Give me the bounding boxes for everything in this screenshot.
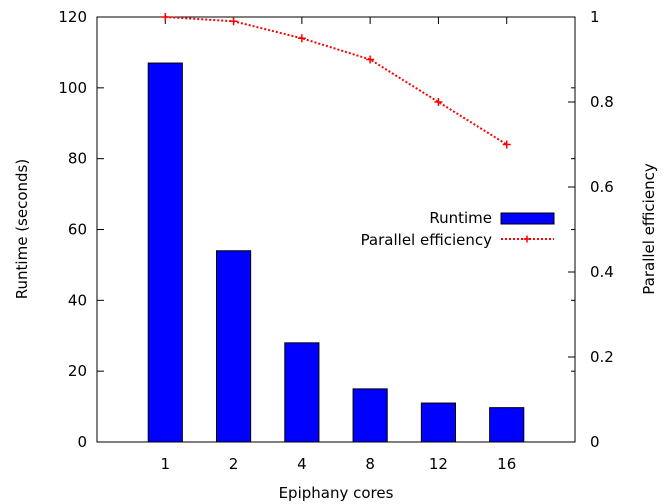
- legend-label-efficiency: Parallel efficiency: [361, 231, 493, 249]
- y-tick-label: 60: [68, 221, 87, 239]
- bars-layer: [147, 62, 525, 443]
- x-tick-label: 8: [365, 455, 375, 473]
- efficiency-point: [161, 13, 170, 21]
- runtime-bar: [284, 342, 320, 443]
- efficiency-point: [297, 34, 306, 43]
- x-tick-label: 2: [229, 455, 239, 473]
- y-tick-label: 120: [58, 8, 87, 26]
- x-tick-label: 1: [161, 455, 171, 473]
- y-tick-label: 100: [58, 79, 87, 97]
- efficiency-point: [366, 55, 375, 64]
- y2-tick-label: 0.6: [590, 178, 614, 196]
- efficiency-point: [502, 140, 511, 149]
- runtime-bar: [489, 407, 525, 443]
- y-tick-label: 0: [77, 433, 87, 451]
- runtime-bar: [420, 402, 457, 443]
- line-layer: [161, 13, 511, 149]
- y-tick-label: 40: [68, 291, 87, 309]
- runtime-bar: [352, 388, 388, 443]
- efficiency-line: [165, 16, 508, 146]
- y-axis-label: Runtime (seconds): [13, 159, 31, 299]
- x-axis-label: Epiphany cores: [279, 484, 394, 502]
- y2-tick-label: 0.8: [590, 93, 614, 111]
- y2-axis-label: Parallel efficiency: [640, 163, 658, 295]
- legend: Runtime Parallel efficiency: [361, 209, 555, 249]
- efficiency-point: [434, 98, 443, 106]
- legend-swatch-runtime: [500, 212, 555, 225]
- y2-tick-label: 0: [590, 433, 600, 451]
- x-tick-label: 4: [297, 455, 307, 473]
- y-tick-label: 20: [68, 362, 87, 380]
- legend-marker-efficiency: [523, 235, 531, 243]
- x-tick-label: 12: [429, 455, 448, 473]
- y-tick-label: 80: [68, 150, 87, 168]
- runtime-bar: [216, 250, 252, 443]
- x-tick-label: 16: [497, 455, 516, 473]
- runtime-bar: [147, 62, 183, 443]
- y2-tick-label: 0.2: [590, 348, 614, 366]
- y2-tick-label: 1: [590, 8, 600, 26]
- y2-tick-label: 0.4: [590, 263, 614, 281]
- efficiency-point: [229, 17, 238, 26]
- legend-label-runtime: Runtime: [429, 209, 492, 227]
